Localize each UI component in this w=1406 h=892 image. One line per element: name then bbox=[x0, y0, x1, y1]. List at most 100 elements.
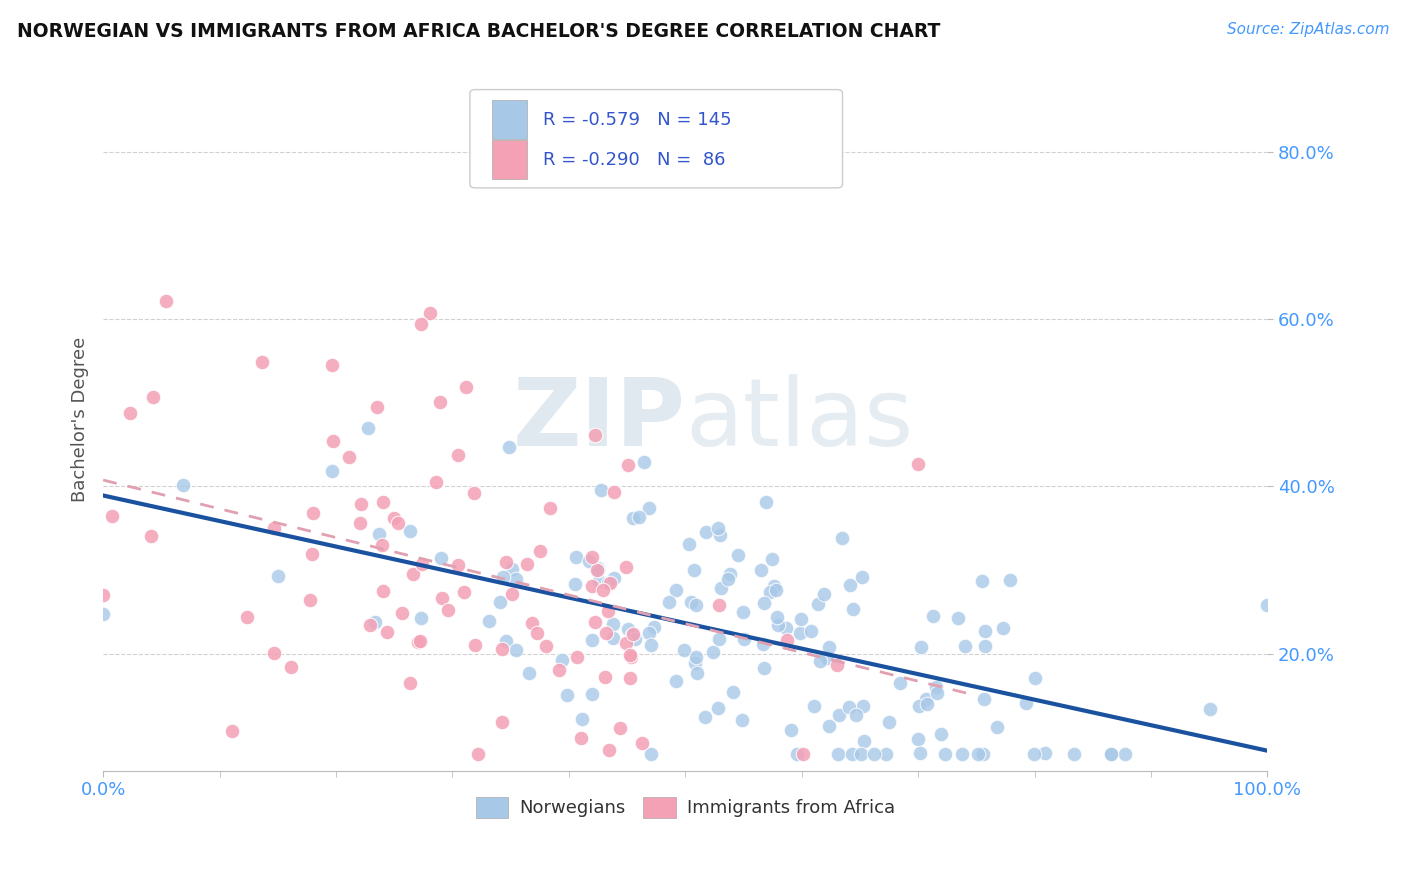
Point bbox=[678, 537, 700, 551]
Point bbox=[453, 585, 475, 599]
Point bbox=[592, 582, 614, 597]
Point bbox=[501, 562, 523, 576]
Point bbox=[640, 639, 662, 653]
Text: NORWEGIAN VS IMMIGRANTS FROM AFRICA BACHELOR'S DEGREE CORRELATION CHART: NORWEGIAN VS IMMIGRANTS FROM AFRICA BACH… bbox=[17, 22, 941, 41]
Point bbox=[492, 570, 515, 584]
Point bbox=[974, 639, 997, 653]
Point bbox=[818, 719, 841, 733]
Point bbox=[1199, 702, 1222, 716]
Point bbox=[337, 450, 360, 464]
Point bbox=[516, 557, 538, 571]
Point bbox=[263, 646, 285, 660]
Point bbox=[803, 698, 825, 713]
Point bbox=[665, 582, 688, 597]
Point bbox=[91, 607, 114, 621]
Point bbox=[447, 558, 470, 572]
Point bbox=[371, 583, 394, 598]
Point bbox=[1099, 747, 1122, 761]
Point bbox=[922, 609, 945, 624]
Point bbox=[693, 709, 716, 723]
Point bbox=[349, 516, 371, 531]
Text: R = -0.579   N = 145: R = -0.579 N = 145 bbox=[543, 111, 733, 128]
Point bbox=[602, 617, 624, 632]
Point bbox=[322, 434, 344, 448]
Point bbox=[908, 699, 931, 714]
Point bbox=[301, 547, 323, 561]
Point bbox=[953, 639, 976, 653]
Point bbox=[548, 663, 571, 677]
Text: atlas: atlas bbox=[685, 374, 914, 466]
Point bbox=[640, 747, 662, 761]
Point bbox=[727, 548, 749, 562]
Point bbox=[578, 554, 600, 568]
Point bbox=[810, 654, 832, 668]
Point bbox=[1099, 747, 1122, 761]
Point bbox=[619, 648, 641, 662]
Point bbox=[538, 501, 561, 516]
Point bbox=[875, 747, 897, 761]
Point bbox=[723, 684, 745, 698]
Point bbox=[972, 747, 994, 761]
Legend: Norwegians, Immigrants from Africa: Norwegians, Immigrants from Africa bbox=[468, 789, 903, 825]
Point bbox=[464, 638, 486, 652]
Point bbox=[411, 558, 433, 572]
Point bbox=[972, 574, 994, 588]
Point bbox=[598, 743, 620, 757]
Point bbox=[754, 596, 776, 610]
Point bbox=[845, 708, 868, 723]
Point bbox=[637, 500, 659, 515]
Point bbox=[366, 400, 388, 414]
Point bbox=[432, 591, 454, 605]
Point bbox=[710, 581, 733, 595]
Point bbox=[966, 747, 988, 761]
Point bbox=[454, 380, 477, 394]
Point bbox=[586, 563, 609, 577]
Point bbox=[581, 633, 603, 648]
Point bbox=[505, 572, 527, 586]
Point bbox=[155, 294, 177, 309]
Point bbox=[505, 643, 527, 657]
Point bbox=[914, 692, 936, 706]
Point bbox=[683, 563, 706, 577]
Point bbox=[633, 455, 655, 469]
Point bbox=[934, 747, 956, 761]
Point bbox=[889, 675, 911, 690]
Point bbox=[849, 747, 872, 761]
Point bbox=[408, 634, 430, 648]
Point bbox=[402, 567, 425, 582]
Point bbox=[925, 681, 948, 695]
Point bbox=[467, 747, 489, 761]
Point bbox=[478, 614, 501, 628]
Point bbox=[375, 624, 398, 639]
Point bbox=[621, 627, 644, 641]
Point bbox=[495, 634, 517, 648]
Point bbox=[1015, 696, 1038, 710]
Point bbox=[221, 724, 243, 739]
Point bbox=[619, 671, 641, 685]
Point bbox=[616, 622, 638, 636]
Point bbox=[100, 509, 122, 524]
Point bbox=[364, 615, 387, 629]
Point bbox=[852, 734, 875, 748]
Point bbox=[709, 528, 731, 542]
Point bbox=[399, 676, 422, 690]
Point bbox=[419, 306, 441, 320]
Point bbox=[707, 700, 730, 714]
Point bbox=[581, 550, 603, 565]
Point bbox=[280, 659, 302, 673]
Point bbox=[716, 573, 738, 587]
Point bbox=[529, 544, 551, 558]
Point bbox=[367, 527, 389, 541]
Point bbox=[759, 585, 782, 599]
Point bbox=[643, 620, 665, 634]
Point bbox=[986, 720, 1008, 734]
Point bbox=[565, 550, 588, 565]
Point bbox=[371, 538, 394, 552]
Point bbox=[1114, 747, 1136, 761]
Point bbox=[702, 645, 724, 659]
Point bbox=[907, 457, 929, 471]
Point bbox=[555, 688, 578, 702]
Point bbox=[765, 610, 787, 624]
Point bbox=[321, 358, 343, 372]
Point bbox=[707, 521, 730, 535]
